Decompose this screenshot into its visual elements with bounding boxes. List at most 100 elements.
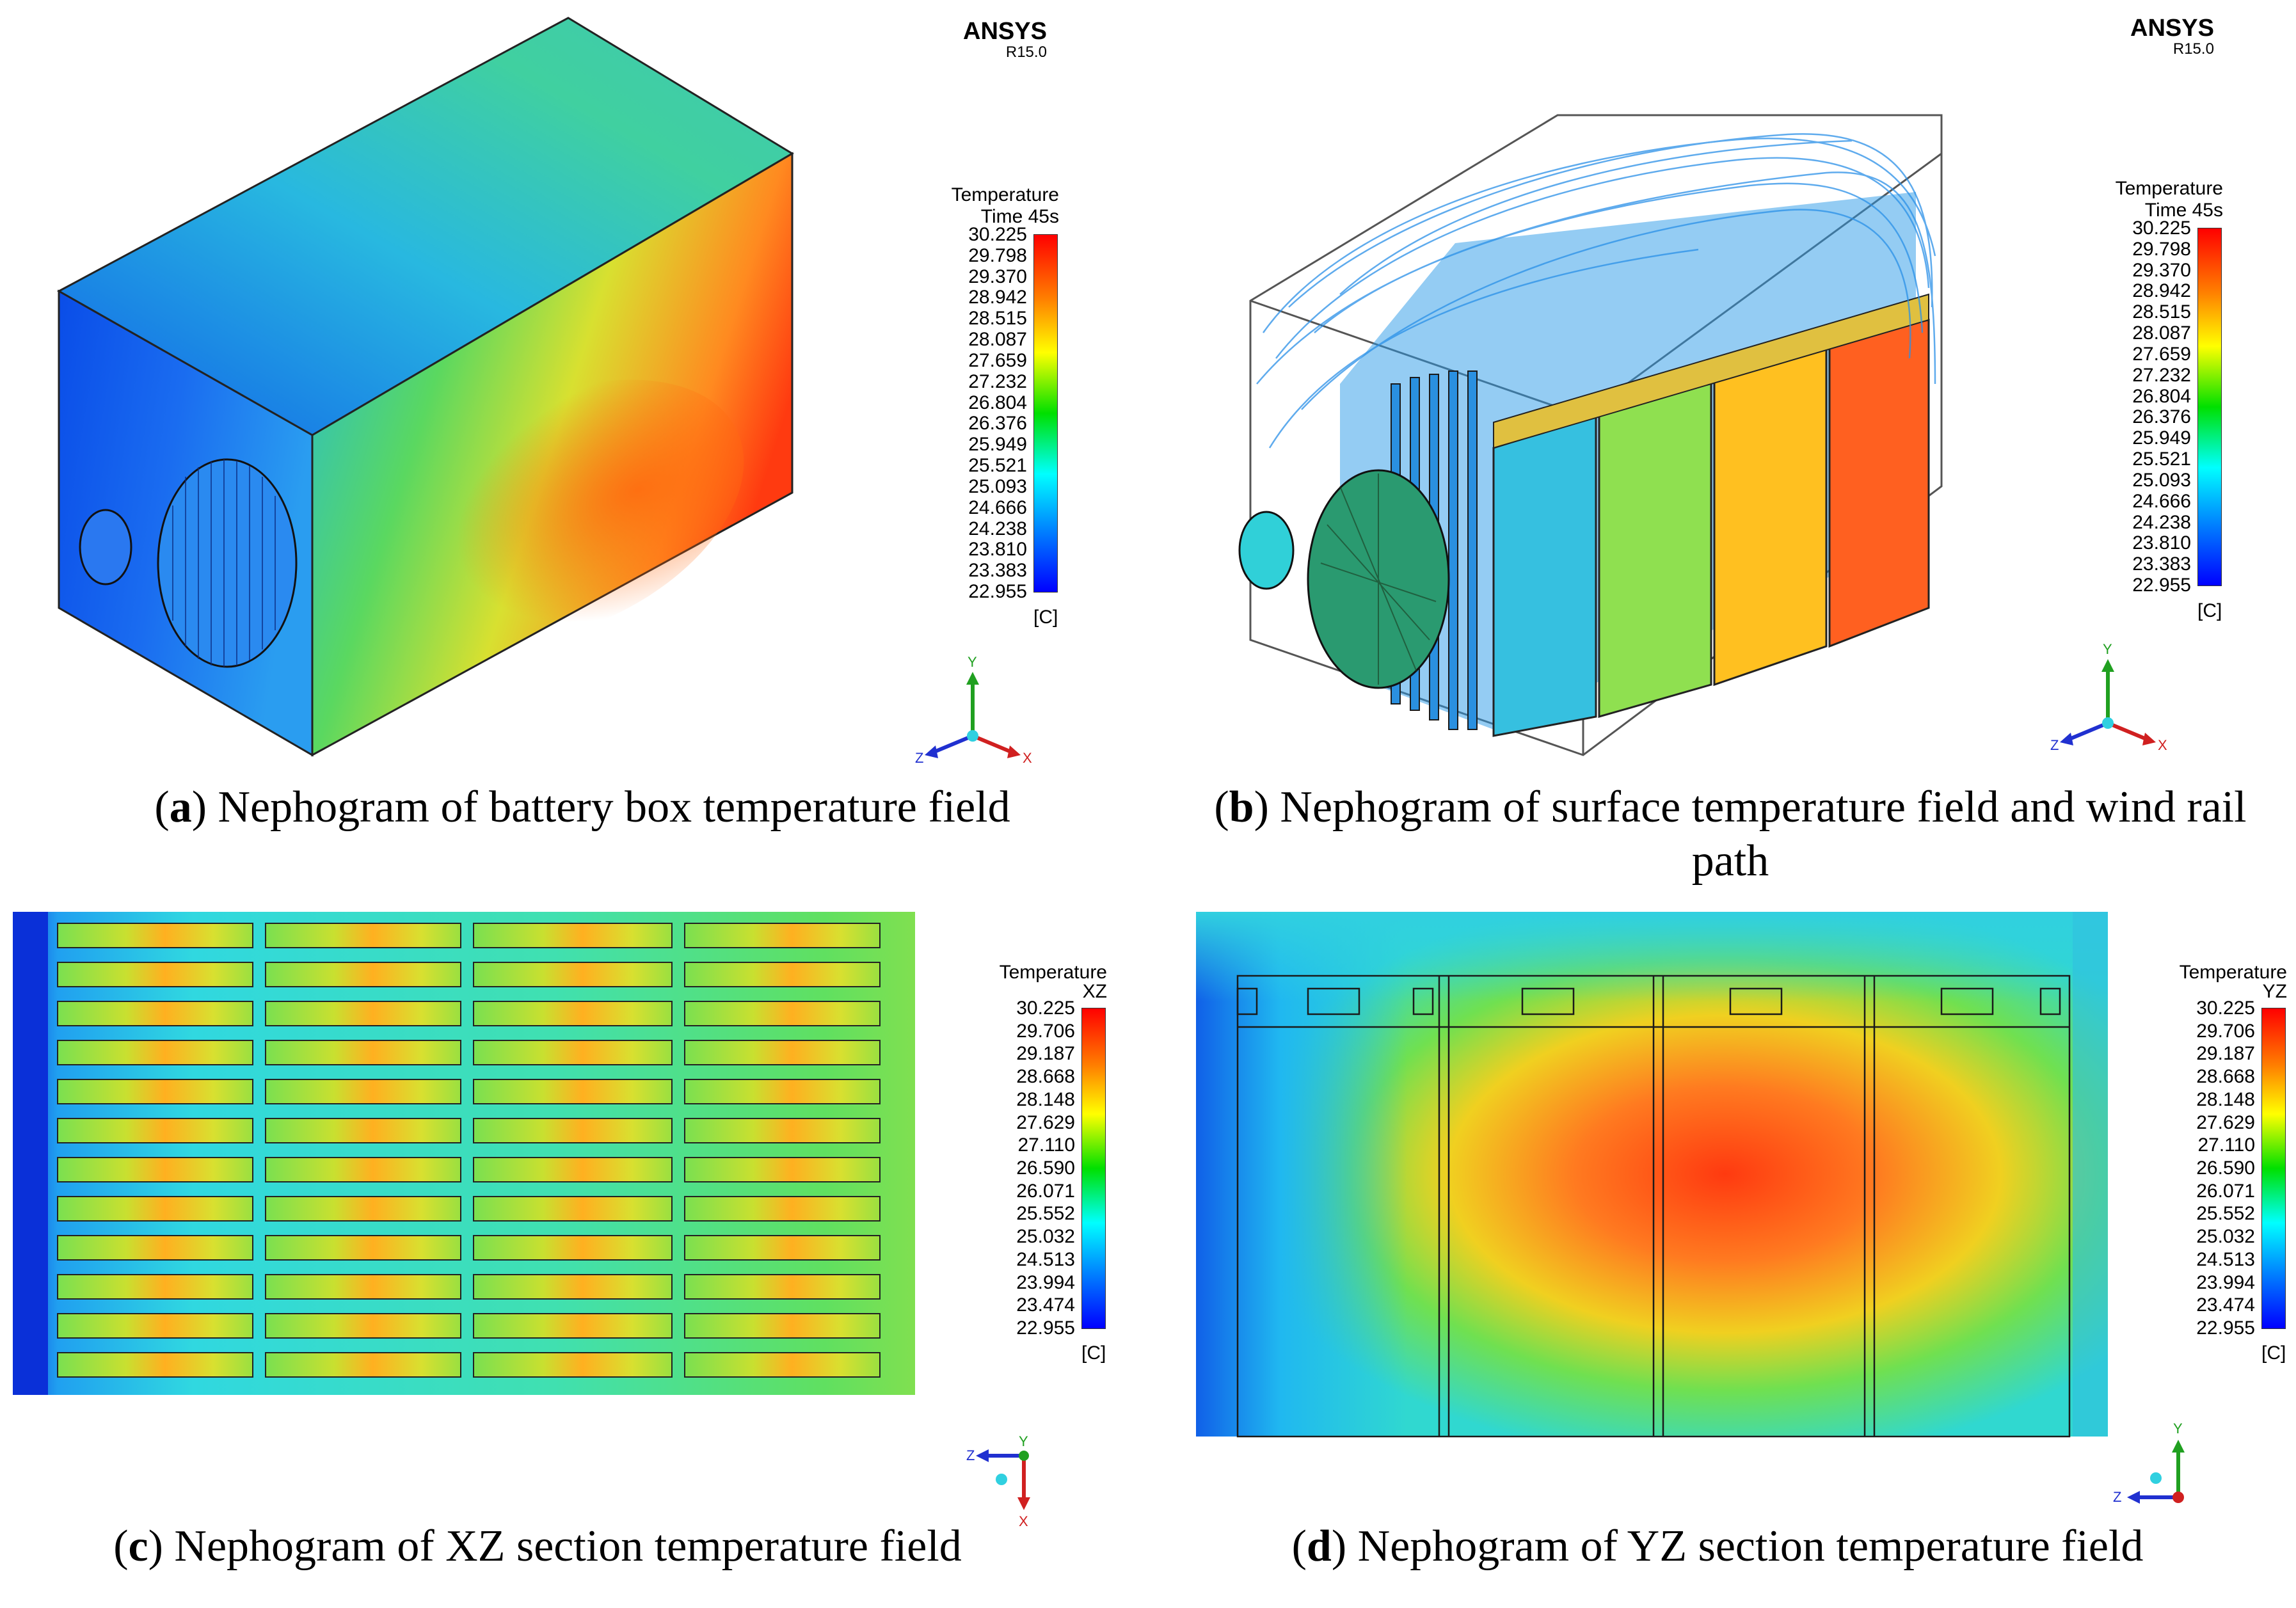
xz-cell — [473, 1040, 673, 1065]
legend-b: Temperature Time 45s 30.225 29.798 29.370 2… — [2095, 179, 2223, 640]
legend-subtitle: XZ — [1082, 981, 1107, 1002]
brand-version: R15.0 — [2172, 40, 2214, 58]
legend-ticks: 30.225 29.706 29.187 28.668 28.148 27.629 27.1… — [2159, 999, 2255, 1338]
xz-cell — [57, 1118, 253, 1143]
legend-tick-label: 25.949 — [968, 434, 1027, 456]
xz-cell — [473, 923, 673, 948]
legend-tick-label: 26.590 — [1016, 1158, 1075, 1179]
legend-tick-label: 24.238 — [2132, 511, 2191, 533]
caption-letter: b — [1229, 783, 1254, 832]
xz-cell — [57, 1001, 253, 1026]
xz-cell — [57, 1235, 253, 1261]
legend-title: Temperature — [2115, 178, 2223, 199]
xz-cell — [473, 1274, 673, 1300]
legend-tick-label: 26.804 — [968, 392, 1027, 413]
xz-cell — [57, 1157, 253, 1182]
legend-c: Temperature XZ 30.225 29.706 29.187 28.668 2… — [979, 963, 1107, 1385]
xz-cell — [265, 1118, 461, 1143]
xz-cell — [265, 1274, 461, 1300]
xz-cell — [265, 962, 461, 987]
legend-tick-label: 23.994 — [2196, 1271, 2255, 1293]
small-inlet — [79, 509, 132, 585]
legend-ticks: 30.225 29.798 29.370 28.942 28.515 28.087 27.6… — [931, 225, 1027, 601]
xz-cell — [684, 1274, 881, 1300]
legend-unit: [C] — [2261, 1342, 2286, 1364]
legend-tick-label: 22.955 — [2196, 1317, 2255, 1339]
xz-cell — [684, 962, 881, 987]
legend-tick-label: 27.232 — [2132, 364, 2191, 386]
legend-subtitle: YZ — [2262, 981, 2287, 1002]
legend-tick-label: 25.032 — [1016, 1226, 1075, 1248]
legend-a: Temperature Time 45s 30.225 29.798 29.370 2… — [931, 186, 1059, 646]
xz-cell — [473, 1157, 673, 1182]
panel-c-render — [13, 912, 915, 1395]
axis-triad-b: Y X Z — [2050, 641, 2167, 753]
legend-tick-label: 27.659 — [2132, 343, 2191, 365]
legend-tick-label: 29.798 — [968, 244, 1027, 266]
legend-tick-label: 23.383 — [2132, 553, 2191, 575]
legend-tick-label: 23.474 — [2196, 1294, 2255, 1316]
xz-cell — [684, 1196, 881, 1222]
axis-triad-d: Y Z — [2113, 1421, 2185, 1505]
xz-cell — [57, 1079, 253, 1104]
xz-cell — [57, 1274, 253, 1300]
xz-cell — [473, 962, 673, 987]
ansys-logo: ANSYS R15.0 — [963, 19, 1047, 60]
small-inlet — [1238, 511, 1295, 590]
axis-x-label: X — [1023, 750, 1032, 766]
panel-c: Temperature XZ 30.225 29.706 29.187 28.668 2… — [0, 909, 1148, 1608]
legend-tick-label: 27.629 — [1016, 1111, 1075, 1133]
axis-triad-a: Y X Z — [915, 654, 1032, 766]
legend-colorbar — [1033, 234, 1058, 593]
brand-name: ANSYS — [2130, 15, 2214, 42]
legend-tick-label: 25.552 — [1016, 1203, 1075, 1225]
xz-cell — [265, 1079, 461, 1104]
legend-tick-label: 24.513 — [1016, 1248, 1075, 1270]
wind-streamlines — [1256, 133, 1936, 449]
legend-tick-label: 29.798 — [2132, 238, 2191, 260]
axis-z-label: Z — [2050, 737, 2059, 753]
xz-cell — [57, 923, 253, 948]
legend-tick-label: 28.942 — [968, 287, 1027, 308]
legend-tick-label: 29.706 — [1016, 1020, 1075, 1042]
legend-unit: [C] — [2197, 600, 2222, 621]
panel-d: Temperature YZ 30.225 29.706 29.187 28.668 2… — [1148, 909, 2296, 1608]
xz-cell — [473, 1118, 673, 1143]
legend-tick-label: 25.521 — [2132, 449, 2191, 470]
legend-tick-label: 28.515 — [968, 308, 1027, 330]
legend-tick-label: 22.955 — [1016, 1317, 1075, 1339]
panel-a-render — [56, 17, 794, 757]
axis-y-label: Y — [2173, 1421, 2183, 1437]
legend-tick-label: 28.515 — [2132, 301, 2191, 323]
legend-tick-label: 30.225 — [1016, 998, 1075, 1019]
xz-cell — [473, 1235, 673, 1261]
xz-cell — [473, 1313, 673, 1339]
legend-unit: [C] — [1081, 1342, 1106, 1364]
legend-tick-label: 25.552 — [2196, 1203, 2255, 1225]
legend-d: Temperature YZ 30.225 29.706 29.187 28.668 2… — [2159, 963, 2287, 1385]
axis-triad-c: Z Y X — [966, 1433, 1030, 1529]
caption-letter: a — [169, 783, 192, 832]
legend-tick-label: 26.071 — [2196, 1180, 2255, 1202]
legend-tick-label: 24.513 — [2196, 1248, 2255, 1270]
legend-tick-label: 28.942 — [2132, 280, 2191, 302]
legend-tick-label: 27.629 — [2196, 1111, 2255, 1133]
legend-tick-label: 26.071 — [1016, 1180, 1075, 1202]
caption-c: (c) Nephogram of XZ section temperature … — [113, 1522, 962, 1571]
axis-y-label: Y — [2103, 641, 2112, 657]
legend-tick-label: 26.590 — [2196, 1158, 2255, 1179]
legend-tick-label: 26.376 — [2132, 406, 2191, 428]
axis-x-label: X — [1019, 1513, 1028, 1529]
legend-tick-label: 26.804 — [2132, 385, 2191, 407]
legend-subtitle: Time 45s — [2144, 200, 2223, 221]
xz-cell — [57, 1040, 253, 1065]
axis-z-label: Z — [966, 1447, 975, 1463]
legend-tick-label: 22.955 — [968, 581, 1027, 602]
xz-cell — [265, 1313, 461, 1339]
legend-tick-label: 25.093 — [2132, 469, 2191, 491]
legend-tick-label: 24.666 — [2132, 490, 2191, 512]
legend-title: Temperature — [951, 184, 1059, 205]
caption-text: Nephogram of YZ section temperature fiel… — [1346, 1522, 2144, 1571]
caption-text: Nephogram of battery box temperature fie… — [207, 783, 1010, 832]
xz-cell — [684, 923, 881, 948]
